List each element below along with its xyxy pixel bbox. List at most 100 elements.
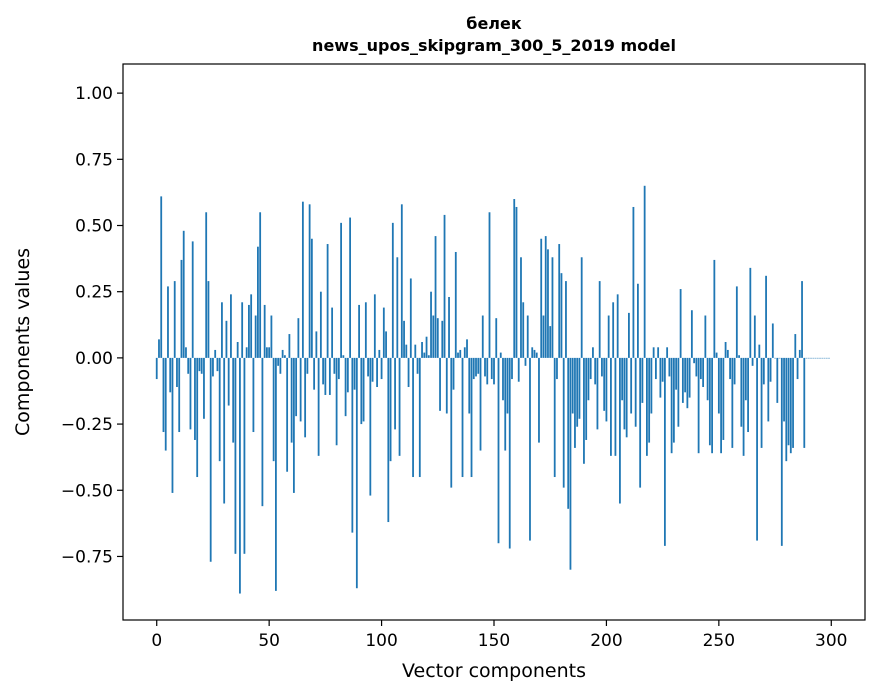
bar [254,315,257,358]
bar [308,204,311,358]
bar [794,334,797,358]
bar [223,357,226,504]
bar [812,357,815,359]
bar [574,357,576,448]
bar [407,357,410,388]
bar [814,357,817,359]
bar [207,281,210,358]
bar [423,352,426,358]
bar [580,257,583,358]
bar [488,212,491,358]
bar [297,318,300,358]
bar [227,357,230,406]
x-tick-label: 250 [703,631,735,651]
axis-ticks: 0 50 100 150 200 250 300 1.00 0.75 0.50 0.25 0.00 −0… [61,84,848,651]
bar [434,236,437,358]
bar [367,357,369,377]
bar [313,357,316,390]
bar [722,357,725,440]
bar [319,291,322,358]
bar [382,307,385,358]
bar [331,307,334,358]
bar [753,315,756,358]
bar [538,357,540,443]
bar [301,201,304,358]
bar [823,357,826,359]
bar [792,357,794,448]
bar [295,357,298,417]
x-tick-label: 100 [365,631,397,651]
bar [549,326,552,358]
bar [731,357,734,448]
bar [340,222,342,358]
bar [648,357,651,443]
bar [520,257,522,358]
bar [601,357,603,377]
bar [486,357,489,385]
bar [643,185,646,358]
bar [373,294,376,358]
bar [706,357,709,401]
bar [176,357,178,388]
bar [484,357,486,377]
bar [751,357,754,366]
bar [344,357,347,417]
bar [187,357,190,374]
bar [749,267,752,358]
bar [304,357,307,438]
bar [493,357,495,385]
bar [261,357,264,507]
bar [699,357,702,380]
bar [364,302,367,358]
bar [396,257,399,358]
bar [328,357,331,395]
bar [191,241,194,358]
bar [162,357,165,433]
bar [756,357,758,541]
bar [686,357,689,409]
bar [160,196,163,358]
bar [796,357,799,380]
bar [169,357,172,393]
bar [684,357,687,393]
bar [272,357,275,462]
bar [553,357,556,478]
y-tick-label: −0.50 [61,481,113,501]
bar [589,357,592,380]
bar [430,291,432,358]
bar [292,357,295,493]
bar [668,357,671,377]
bar [171,357,174,493]
bar [376,357,378,388]
bar [182,230,185,358]
bar [733,357,736,385]
bar [744,357,747,401]
bar [283,355,286,358]
bar [178,357,181,433]
bar [427,355,430,358]
bar [816,357,819,359]
bar [315,331,318,358]
bar [560,273,563,358]
bar [603,357,606,411]
bar [212,357,214,377]
bar [801,281,803,358]
bar [639,357,642,488]
bar [742,357,745,456]
y-tick-label: 1.00 [75,84,113,104]
bar [414,344,417,358]
bar [787,357,790,446]
bar [306,357,309,374]
bar [513,199,516,358]
bar [259,212,262,358]
bar [355,357,358,589]
bar [245,347,248,358]
bar [769,357,772,382]
bar [236,342,239,358]
bar [239,357,241,594]
bar [443,214,446,358]
bar [225,320,228,358]
bar [448,296,450,358]
bar [389,357,392,462]
bar [218,357,221,462]
